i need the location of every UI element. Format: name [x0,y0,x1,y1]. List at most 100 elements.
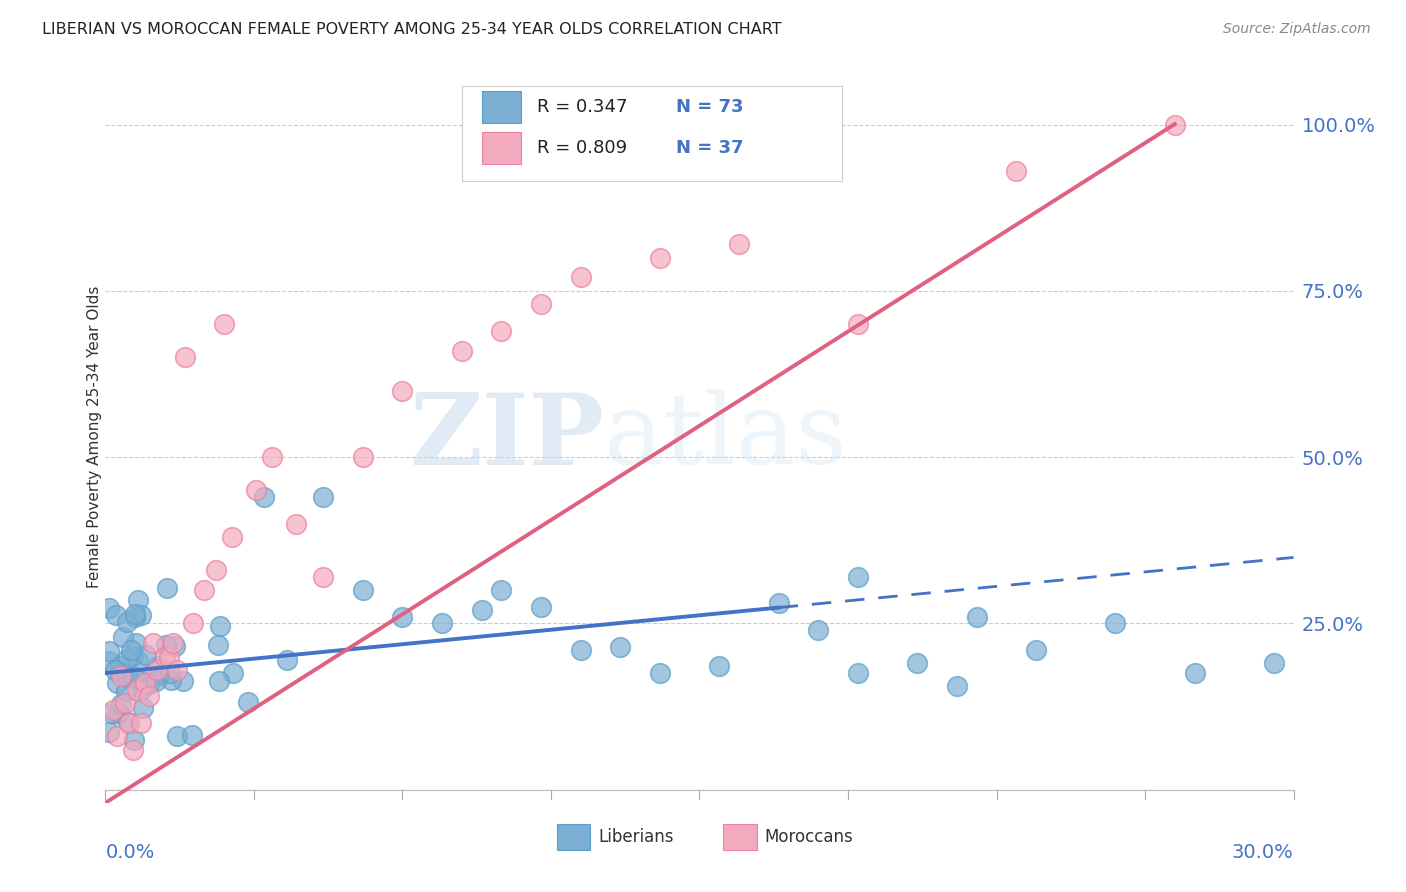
Point [236,695,259,709]
FancyBboxPatch shape [723,824,756,850]
Point [153,649,176,664]
Text: N = 73: N = 73 [676,98,744,116]
Point [101,706,124,720]
Point [946,680,969,694]
Point [138,690,160,704]
Point [205,563,228,577]
Point [430,616,453,631]
Point [569,643,592,657]
Point [124,607,146,621]
Point [352,582,374,597]
Point [609,640,631,654]
Point [221,666,243,681]
Point [104,663,127,677]
Point [110,659,132,673]
Point [245,483,267,498]
Point [122,742,145,756]
Point [728,237,751,252]
Point [115,670,138,684]
Point [129,716,152,731]
Text: R = 0.347: R = 0.347 [537,98,627,116]
Point [122,648,145,663]
Point [471,603,494,617]
Point [214,317,236,331]
Y-axis label: Female Poverty Among 25-34 Year Olds: Female Poverty Among 25-34 Year Olds [87,286,101,588]
Point [134,676,156,690]
Point [208,673,231,688]
Point [122,670,145,684]
Point [155,638,177,652]
Point [166,729,188,743]
Point [155,581,177,595]
Point [128,593,150,607]
Point [110,697,132,711]
Point [105,607,128,622]
Point [966,609,988,624]
Point [125,636,148,650]
Point [905,656,928,670]
Point [157,649,180,664]
Point [142,636,165,650]
Point [114,696,136,710]
Point [768,596,790,610]
Point [145,673,167,688]
Point [1104,616,1126,631]
Point [117,615,139,630]
Point [129,608,152,623]
Point [131,681,153,696]
Point [115,684,138,698]
Point [148,667,170,681]
Point [159,665,181,680]
Point [98,725,121,739]
Point [253,490,276,504]
Text: ZIP: ZIP [409,389,605,485]
Point [132,701,155,715]
Point [846,570,869,584]
Point [846,666,869,681]
Point [352,450,374,464]
Point [807,623,830,637]
Point [124,610,146,624]
Text: Source: ZipAtlas.com: Source: ZipAtlas.com [1223,22,1371,37]
Point [312,570,335,584]
Point [1184,666,1206,681]
Point [98,654,121,668]
Point [107,706,129,721]
Point [117,650,139,665]
Text: 0.0%: 0.0% [105,843,155,862]
Point [173,351,195,365]
Point [98,600,121,615]
Point [160,673,183,687]
Point [103,703,125,717]
Point [135,648,157,662]
Text: 30.0%: 30.0% [1232,843,1294,862]
Point [98,644,121,658]
Point [120,642,142,657]
Point [193,582,215,597]
Point [450,343,472,358]
Point [146,658,169,673]
Point [276,653,298,667]
Point [181,728,204,742]
Point [530,297,553,311]
Point [181,616,204,631]
Point [127,654,149,668]
Text: LIBERIAN VS MOROCCAN FEMALE POVERTY AMONG 25-34 YEAR OLDS CORRELATION CHART: LIBERIAN VS MOROCCAN FEMALE POVERTY AMON… [42,22,782,37]
Point [162,636,184,650]
Point [648,251,671,265]
Point [163,639,186,653]
Point [122,732,145,747]
Point [491,582,513,597]
Text: N = 37: N = 37 [676,139,744,157]
Point [138,677,160,691]
Point [105,729,128,743]
Point [530,599,553,614]
Point [117,715,139,730]
FancyBboxPatch shape [482,91,522,123]
Point [391,609,413,624]
Point [166,663,188,677]
Point [146,663,169,677]
Point [127,682,149,697]
FancyBboxPatch shape [557,824,591,850]
Point [207,638,229,652]
